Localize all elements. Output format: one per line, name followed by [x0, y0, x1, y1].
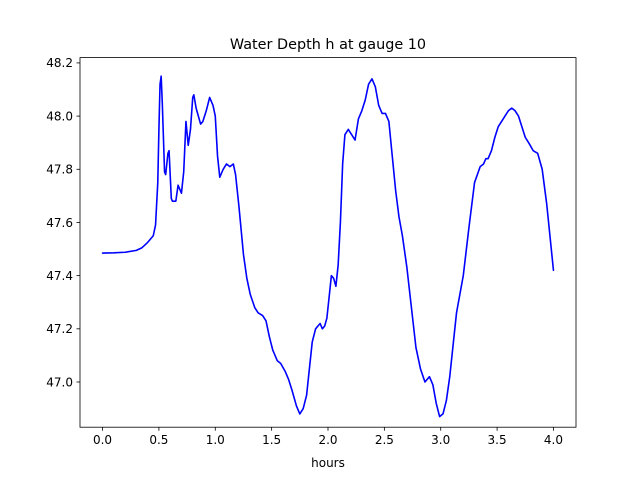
y-tick-label: 47.2	[46, 322, 73, 336]
y-tick-label: 47.8	[46, 163, 73, 177]
series-line-0	[101, 75, 555, 418]
x-tick-label: 0.0	[93, 433, 112, 447]
x-tick-label: 4.0	[544, 433, 563, 447]
x-tick-label: 2.5	[375, 433, 394, 447]
plot-area	[79, 57, 577, 428]
x-axis-label: hours	[311, 456, 345, 470]
x-tick-label: 3.0	[431, 433, 450, 447]
x-tick-label: 3.5	[488, 433, 507, 447]
plot-frame	[79, 57, 577, 428]
y-tick-label: 48.2	[46, 56, 73, 70]
x-tick-label: 0.5	[149, 433, 168, 447]
y-tick-label: 48.0	[46, 109, 73, 123]
x-axis: 0.0 0.5 1.0 1.5 2.0 2.5 3.0 3.5 4.0	[93, 427, 563, 447]
y-tick-label: 47.0	[46, 375, 73, 389]
x-tick-label: 2.0	[318, 433, 337, 447]
x-tick-label: 1.5	[262, 433, 281, 447]
y-axis: 47.0 47.2 47.4 47.6 47.8 48.0 48.2	[46, 56, 80, 389]
y-tick-label: 47.4	[46, 269, 73, 283]
x-tick-label: 1.0	[206, 433, 225, 447]
y-tick-label: 47.6	[46, 216, 73, 230]
chart-title: Water Depth h at gauge 10	[230, 37, 426, 53]
